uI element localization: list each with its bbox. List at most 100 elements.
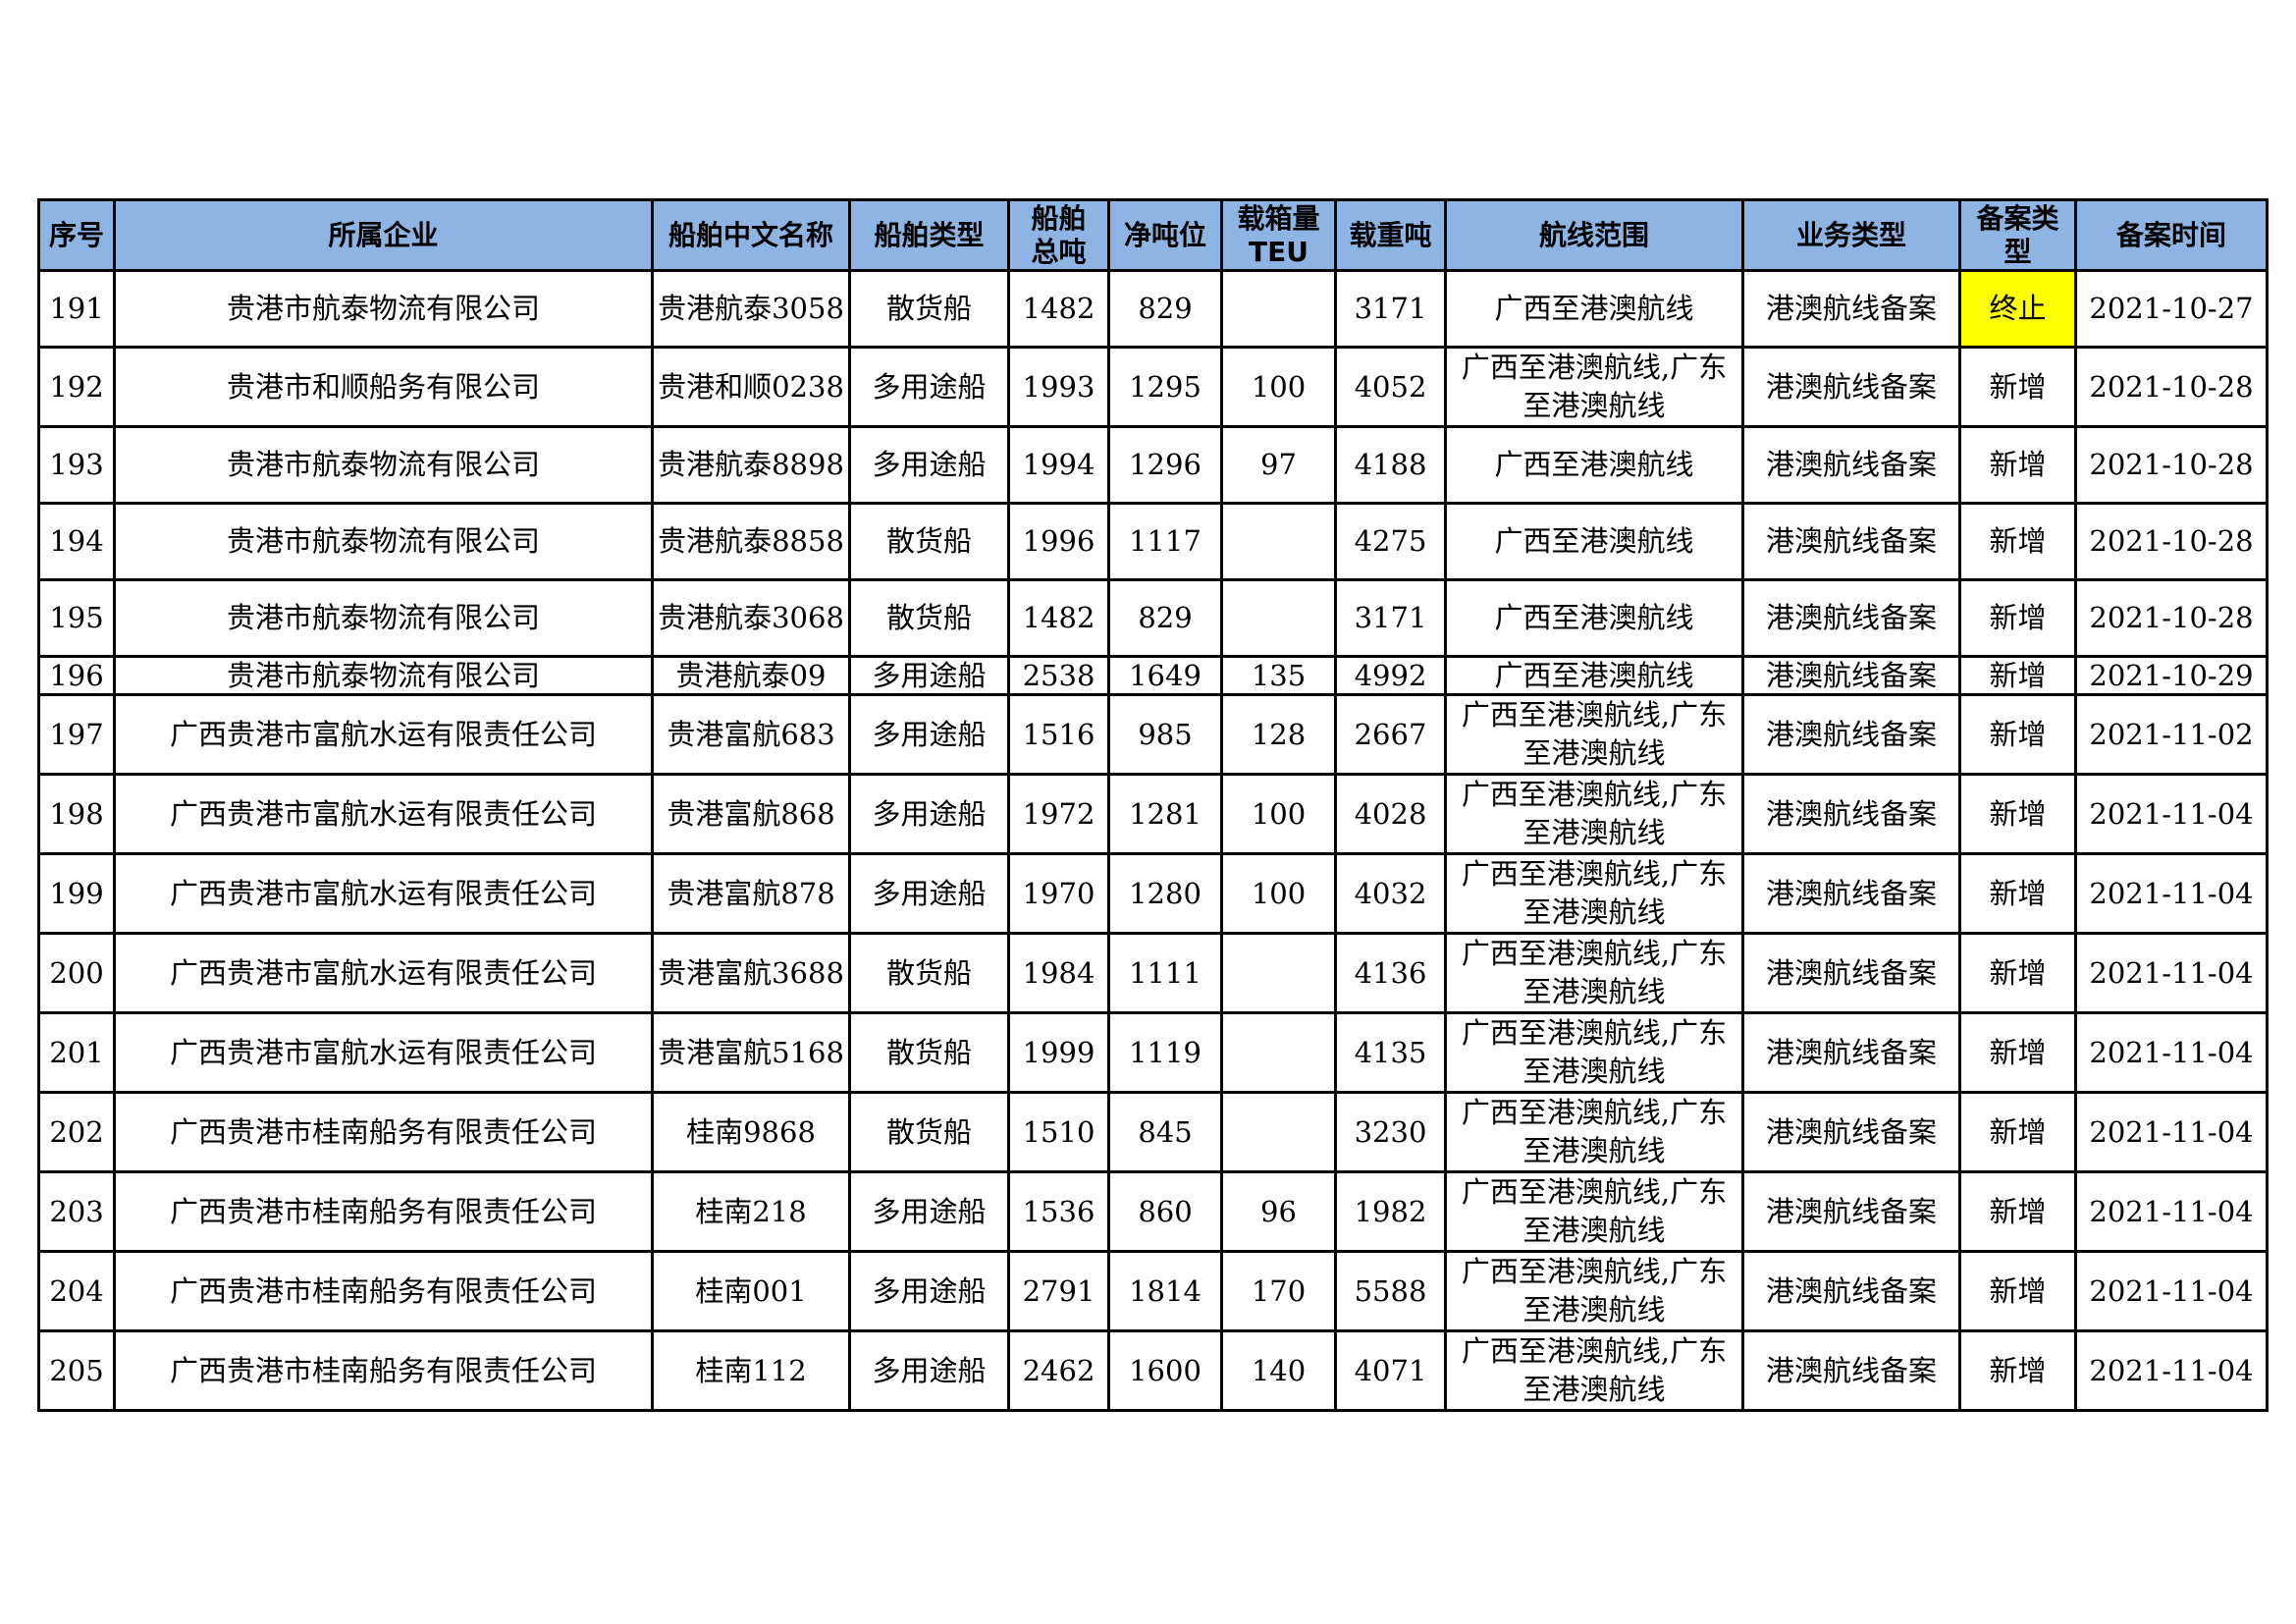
cell-ship-name: 贵港富航878 [651,852,851,935]
cell-business-type: 港澳航线备案 [1741,502,1961,581]
cell-filing-date: 2021-11-04 [2074,932,2269,1014]
cell-route: 广西至港澳航线,广东至港澳航线 [1444,693,1744,776]
cell-deadweight: 4052 [1334,346,1447,428]
cell-seq: 199 [37,852,116,935]
cell-company: 贵港市和顺船务有限公司 [113,346,654,428]
cell-gross-tonnage: 1996 [1007,502,1110,581]
table-row: 204 广西贵港市桂南船务有限责任公司 桂南001 多用途船 2791 1814 170 55… [37,1250,2269,1332]
cell-net-tonnage: 829 [1107,269,1223,349]
cell-teu: 170 [1220,1250,1337,1332]
cell-teu: 135 [1220,655,1337,696]
cell-business-type: 港澳航线备案 [1741,1250,1961,1332]
cell-deadweight: 4028 [1334,773,1447,855]
cell-filing-date: 2021-11-04 [2074,1091,2269,1173]
cell-seq: 203 [37,1170,116,1253]
header-label: 船舶类型 [874,218,985,251]
header-business-type: 业务类型 [1741,198,1961,272]
table-row: 193 贵港市航泰物流有限公司 贵港航泰8898 多用途船 1994 1296 97 4188… [37,425,2269,505]
cell-ship-name: 桂南001 [651,1250,851,1332]
cell-net-tonnage: 829 [1107,578,1223,658]
cell-net-tonnage: 1119 [1107,1011,1223,1094]
cell-route: 广西至港澳航线 [1444,655,1744,696]
cell-ship-name: 贵港和顺0238 [651,346,851,428]
header-label: 备案时间 [2115,218,2226,251]
cell-net-tonnage: 1111 [1107,932,1223,1014]
cell-business-type: 港澳航线备案 [1741,269,1961,349]
cell-filing-type: 新增 [1958,346,2077,428]
cell-net-tonnage: 1117 [1107,502,1223,581]
cell-teu: 100 [1220,852,1337,935]
header-label: 备案类型 [1976,201,2059,268]
cell-ship-type: 散货船 [848,502,1010,581]
table-row: 205 广西贵港市桂南船务有限责任公司 桂南112 多用途船 2462 1600 140 40… [37,1329,2269,1412]
cell-filing-type: 新增 [1958,1011,2077,1094]
cell-seq: 192 [37,346,116,428]
header-label: 所属企业 [328,218,439,251]
header-ship-type: 船舶类型 [848,198,1010,272]
cell-net-tonnage: 845 [1107,1091,1223,1173]
cell-filing-date: 2021-10-29 [2074,655,2269,696]
cell-company: 贵港市航泰物流有限公司 [113,269,654,349]
cell-gross-tonnage: 1482 [1007,269,1110,349]
cell-filing-date: 2021-11-04 [2074,1329,2269,1412]
cell-gross-tonnage: 1970 [1007,852,1110,935]
cell-seq: 202 [37,1091,116,1173]
table-row: 203 广西贵港市桂南船务有限责任公司 桂南218 多用途船 1536 860 96 1982… [37,1170,2269,1253]
cell-company: 广西贵港市富航水运有限责任公司 [113,693,654,776]
cell-gross-tonnage: 1999 [1007,1011,1110,1094]
cell-teu: 140 [1220,1329,1337,1412]
cell-net-tonnage: 860 [1107,1170,1223,1253]
cell-net-tonnage: 1295 [1107,346,1223,428]
header-teu: 载箱量TEU [1220,198,1337,272]
cell-ship-name: 贵港富航683 [651,693,851,776]
cell-ship-name: 贵港航泰3068 [651,578,851,658]
table-row: 194 贵港市航泰物流有限公司 贵港航泰8858 散货船 1996 1117 4275 广西至… [37,502,2269,581]
cell-company: 广西贵港市桂南船务有限责任公司 [113,1091,654,1173]
table-row: 195 贵港市航泰物流有限公司 贵港航泰3068 散货船 1482 829 3171 广西至港… [37,578,2269,658]
header-label: 载箱量TEU [1237,201,1320,268]
table-row: 199 广西贵港市富航水运有限责任公司 贵港富航878 多用途船 1970 1280 100… [37,852,2269,935]
cell-business-type: 港澳航线备案 [1741,655,1961,696]
cell-route: 广西至港澳航线 [1444,578,1744,658]
header-net-tonnage: 净吨位 [1107,198,1223,272]
cell-seq: 200 [37,932,116,1014]
header-deadweight: 载重吨 [1334,198,1447,272]
header-gross-tonnage: 船舶总吨 [1007,198,1110,272]
cell-company: 广西贵港市富航水运有限责任公司 [113,1011,654,1094]
cell-filing-type: 新增 [1958,852,2077,935]
cell-filing-date: 2021-11-02 [2074,693,2269,776]
cell-ship-type: 多用途船 [848,655,1010,696]
cell-route: 广西至港澳航线 [1444,502,1744,581]
cell-ship-type: 多用途船 [848,346,1010,428]
cell-gross-tonnage: 1482 [1007,578,1110,658]
cell-gross-tonnage: 1516 [1007,693,1110,776]
cell-ship-type: 多用途船 [848,852,1010,935]
cell-route: 广西至港澳航线,广东至港澳航线 [1444,1011,1744,1094]
cell-route: 广西至港澳航线,广东至港澳航线 [1444,1329,1744,1412]
cell-seq: 195 [37,578,116,658]
cell-net-tonnage: 1814 [1107,1250,1223,1332]
cell-ship-type: 散货船 [848,932,1010,1014]
cell-teu: 96 [1220,1170,1337,1253]
header-row: 序号 所属企业 船舶中文名称 船舶类型 船舶总吨 净吨位 载箱量TEU 载重吨 航线范围 业务类型… [37,198,2269,272]
table-row: 198 广西贵港市富航水运有限责任公司 贵港富航868 多用途船 1972 1281 100… [37,773,2269,855]
cell-ship-name: 贵港富航3688 [651,932,851,1014]
cell-deadweight: 4992 [1334,655,1447,696]
cell-gross-tonnage: 1536 [1007,1170,1110,1253]
cell-deadweight: 4188 [1334,425,1447,505]
cell-filing-type: 新增 [1958,1091,2077,1173]
cell-teu: 100 [1220,773,1337,855]
cell-ship-type: 多用途船 [848,1170,1010,1253]
cell-ship-type: 散货船 [848,269,1010,349]
cell-filing-date: 2021-10-28 [2074,346,2269,428]
cell-filing-date: 2021-11-04 [2074,852,2269,935]
cell-deadweight: 4275 [1334,502,1447,581]
cell-filing-type: 新增 [1958,932,2077,1014]
cell-route: 广西至港澳航线 [1444,269,1744,349]
cell-net-tonnage: 1600 [1107,1329,1223,1412]
cell-filing-type: 新增 [1958,578,2077,658]
cell-filing-type: 新增 [1958,693,2077,776]
cell-route: 广西至港澳航线,广东至港澳航线 [1444,852,1744,935]
cell-filing-date: 2021-10-28 [2074,502,2269,581]
cell-business-type: 港澳航线备案 [1741,1011,1961,1094]
